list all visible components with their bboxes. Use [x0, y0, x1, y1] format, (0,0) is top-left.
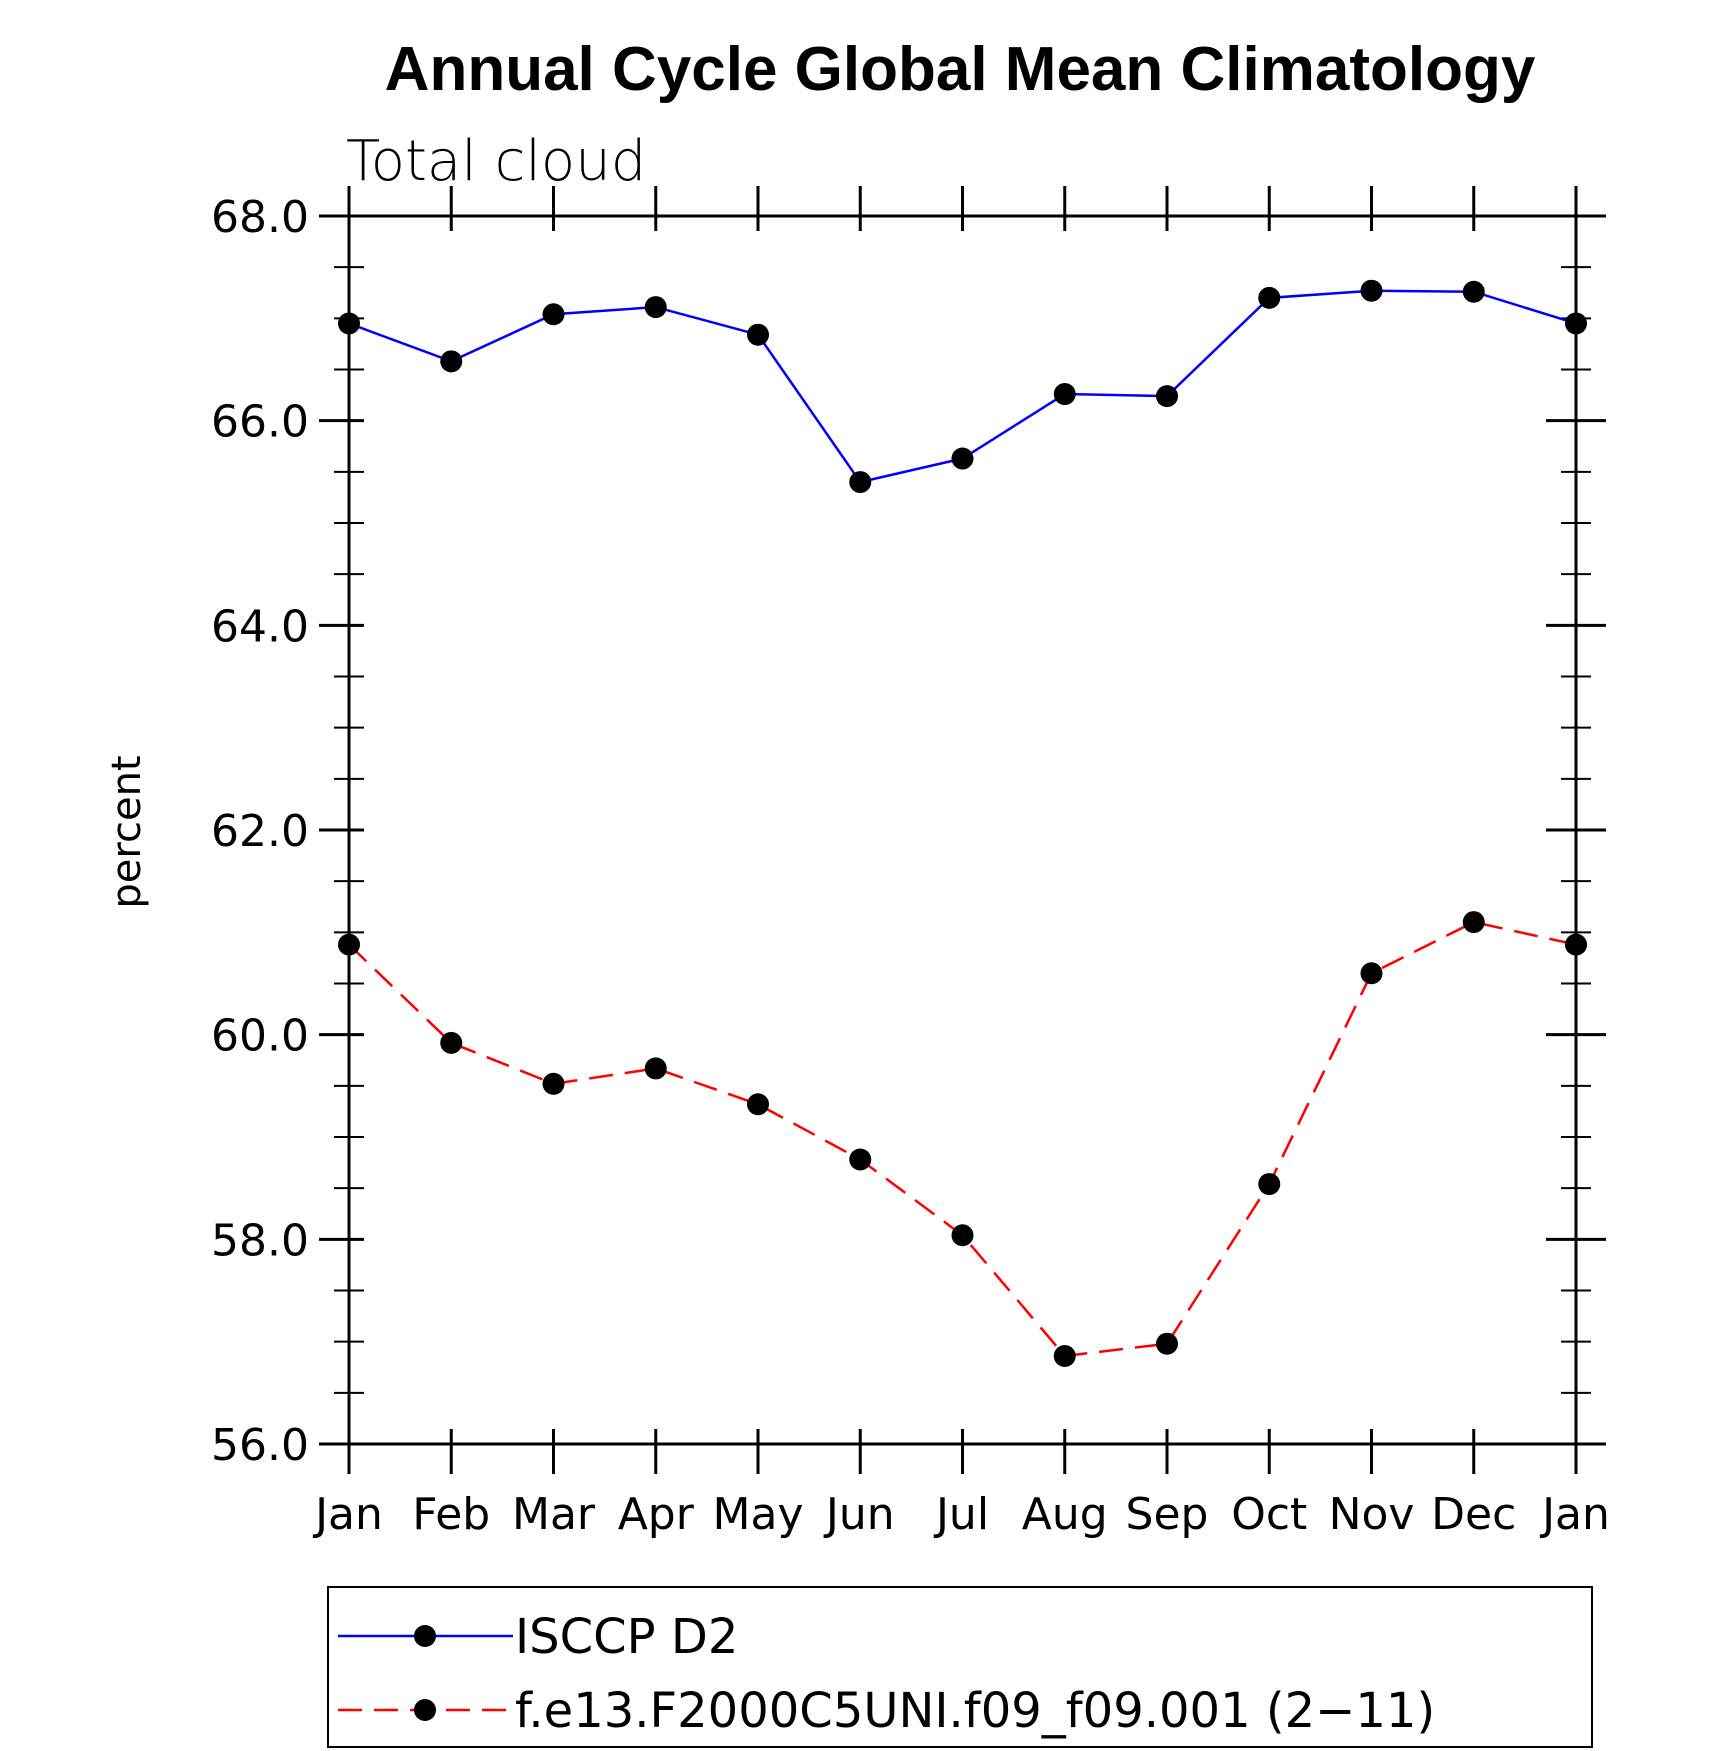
data-point: [542, 303, 565, 326]
data-point: [951, 1224, 974, 1247]
data-point: [747, 1093, 769, 1116]
x-tick-label: Sep: [1126, 1489, 1209, 1540]
data-point: [1462, 280, 1485, 303]
y-axis-label: percent: [104, 755, 150, 908]
y-axis-ticks: 56.0 58.0 60.0 62.0 64.0 66.0 68.0: [211, 192, 1606, 1471]
y-tick-label: 66.0: [211, 397, 309, 448]
data-point: [542, 1072, 565, 1095]
series-layer: [338, 279, 1587, 1367]
data-point: [1053, 1344, 1076, 1367]
legend-label: f.e13.F2000C5UNI.f09_f09.001 (2−11): [515, 1683, 1435, 1739]
data-point: [1462, 911, 1485, 934]
data-point: [849, 471, 872, 494]
data-point: [1053, 383, 1076, 406]
x-tick-label: May: [713, 1489, 804, 1540]
x-tick-label: Mar: [512, 1489, 596, 1540]
data-point: [644, 1057, 667, 1080]
legend-marker: [414, 1625, 436, 1647]
y-tick-label: 58.0: [211, 1215, 309, 1266]
y-tick-label: 68.0: [211, 192, 309, 243]
x-tick-label: Jan: [312, 1489, 383, 1540]
data-point: [644, 296, 667, 319]
legend-marker: [414, 1699, 436, 1721]
data-point: [440, 350, 463, 373]
data-point: [338, 933, 360, 956]
plot-frame: [347, 214, 1578, 1446]
x-tick-label: Jun: [823, 1489, 895, 1540]
legend: ISCCP D2 f.e13.F2000C5UNI.f09_f09.001 (2−…: [327, 1586, 1593, 1748]
x-tick-label: Jan: [1539, 1489, 1610, 1540]
y-tick-label: 64.0: [211, 601, 309, 652]
x-tick-label: Apr: [618, 1489, 695, 1540]
x-tick-label: Feb: [412, 1489, 490, 1540]
series-line: [348, 920, 1577, 1358]
legend-label: ISCCP D2: [515, 1609, 738, 1665]
x-tick-label: Nov: [1329, 1489, 1415, 1540]
data-point: [338, 312, 360, 335]
x-axis-ticks: Jan Feb Mar Apr May Jun Jul Aug Sep Oct Nov Dec Jan: [312, 186, 1610, 1540]
y-tick-label: 56.0: [211, 1420, 309, 1471]
x-tick-label: Jul: [933, 1489, 989, 1540]
data-point: [1156, 1332, 1178, 1355]
data-point: [1360, 279, 1383, 302]
data-point: [1565, 312, 1587, 335]
chart-subtitle: Total cloud: [346, 129, 646, 194]
data-point: [951, 447, 974, 470]
y-tick-label: 62.0: [211, 806, 309, 857]
data-point: [440, 1031, 463, 1054]
data-point: [747, 323, 769, 346]
legend-frame: [327, 1586, 1593, 1748]
x-tick-label: Oct: [1231, 1489, 1307, 1540]
chart-title: Annual Cycle Global Mean Climatology: [385, 35, 1536, 104]
data-point: [1156, 385, 1178, 408]
data-point: [1360, 962, 1383, 985]
data-point: [1258, 286, 1281, 309]
data-point: [849, 1148, 872, 1171]
data-point: [1258, 1173, 1281, 1196]
x-tick-label: Aug: [1022, 1489, 1108, 1540]
data-point: [1565, 933, 1587, 956]
x-tick-label: Dec: [1431, 1489, 1516, 1540]
y-tick-label: 60.0: [211, 1011, 309, 1062]
